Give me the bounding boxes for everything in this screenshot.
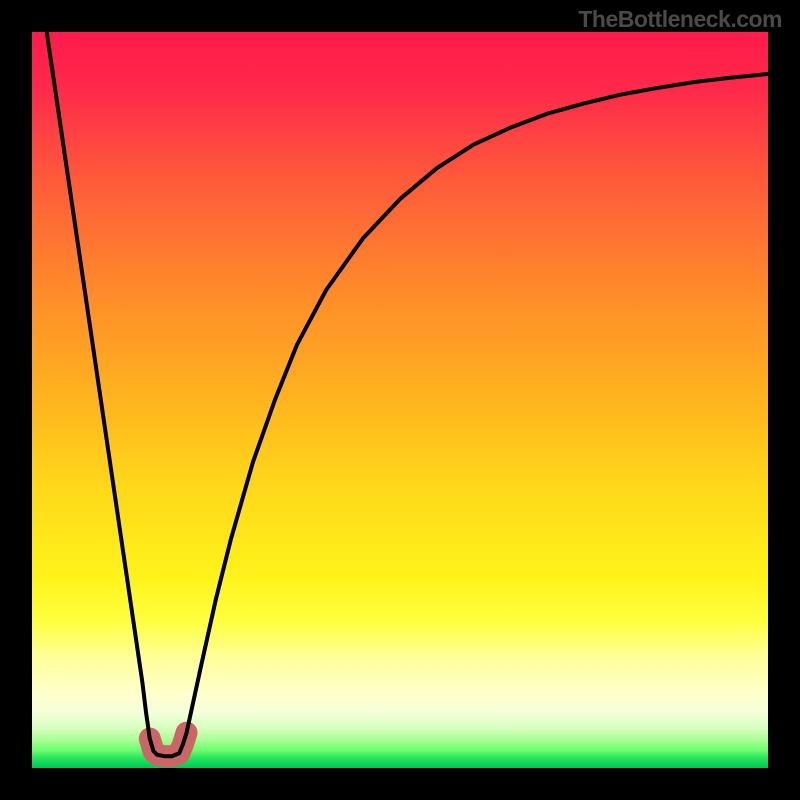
chart-canvas: TheBottleneck.com [0, 0, 800, 800]
watermark-text: TheBottleneck.com [578, 6, 782, 33]
chart-svg [32, 32, 768, 768]
gradient-background [32, 32, 768, 768]
plot-area [32, 32, 768, 768]
